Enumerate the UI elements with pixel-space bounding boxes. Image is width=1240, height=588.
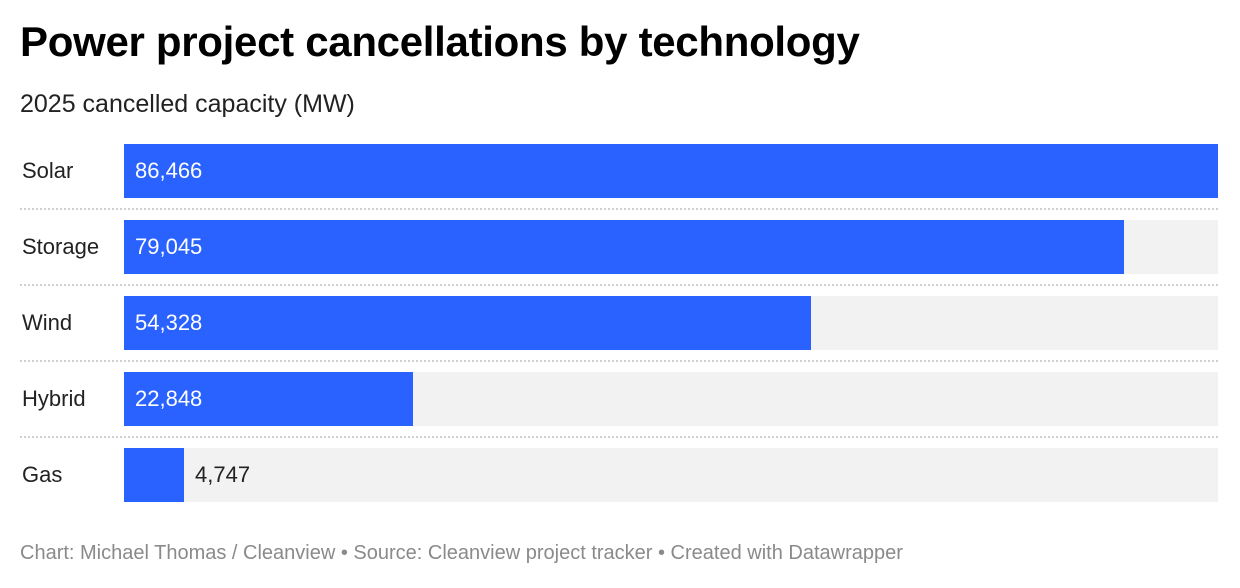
bar bbox=[124, 220, 1124, 274]
category-label: Hybrid bbox=[22, 386, 86, 411]
bar-row-storage: Storage 79,045 bbox=[20, 220, 1218, 274]
bar bbox=[124, 296, 811, 350]
bar-row-gas: Gas 4,747 bbox=[20, 448, 1218, 502]
category-label: Wind bbox=[22, 310, 73, 335]
bar-track: 54,328 bbox=[124, 296, 1218, 350]
bar-track: 86,466 bbox=[124, 144, 1218, 198]
bar-row-solar: Solar 86,466 bbox=[20, 144, 1218, 198]
value-label: 4,747 bbox=[195, 462, 251, 487]
bar-row-hybrid: Hybrid 22,848 bbox=[20, 372, 1218, 426]
bar-track: 4,747 bbox=[124, 448, 1218, 502]
category-label: Solar bbox=[22, 158, 74, 183]
chart-title: Power project cancellations by technolog… bbox=[20, 18, 860, 65]
category-label: Gas bbox=[22, 462, 63, 487]
value-label: 86,466 bbox=[135, 158, 203, 183]
bar bbox=[124, 372, 413, 426]
bar-chart: Solar 86,466 Storage 79,045 Wind 54,328 Hybrid… bbox=[0, 144, 1240, 504]
bar-track: 79,045 bbox=[124, 220, 1218, 274]
value-label: 54,328 bbox=[135, 310, 203, 335]
row-divider bbox=[20, 436, 1218, 438]
row-divider bbox=[20, 284, 1218, 286]
bar-row-wind: Wind 54,328 bbox=[20, 296, 1218, 350]
bar bbox=[124, 144, 1218, 198]
bar bbox=[124, 448, 184, 502]
row-divider bbox=[20, 208, 1218, 210]
row-divider bbox=[20, 360, 1218, 362]
value-label: 22,848 bbox=[135, 386, 203, 411]
category-label: Storage bbox=[22, 234, 100, 259]
chart-footer-credit: Chart: Michael Thomas / Cleanview • Sour… bbox=[20, 542, 903, 564]
bar-track: 22,848 bbox=[124, 372, 1218, 426]
chart-subtitle: 2025 cancelled capacity (MW) bbox=[20, 90, 355, 118]
value-label: 79,045 bbox=[135, 234, 203, 259]
